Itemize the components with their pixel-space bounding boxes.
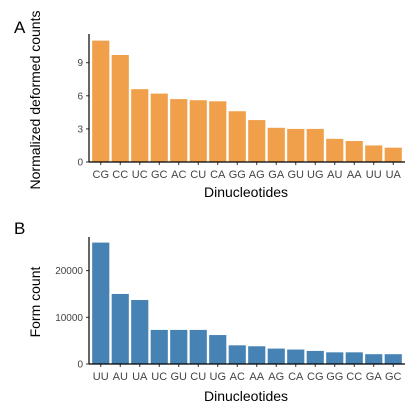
panel-b-bars xyxy=(92,242,402,364)
panel-a-x-tick-label: UA xyxy=(386,169,402,181)
panel-b-x-tick-label: GU xyxy=(171,371,188,383)
panel-a-x-tick-label: GU xyxy=(288,169,305,181)
panel-a-bar-ac xyxy=(170,99,188,162)
panel-b-x-tick-label: CA xyxy=(288,371,304,383)
panel-b-x-tick-label: AG xyxy=(268,371,284,383)
panel-b-y-tick-label: 20000 xyxy=(55,266,83,277)
panel-b-bar-gu xyxy=(170,329,188,364)
panel-a-y-tick-label: 0 xyxy=(77,158,83,169)
panel-b: B Form count Dinucleotides 0 10000 20000 U… xyxy=(14,219,405,404)
panel-a-x-tick-label: AC xyxy=(171,169,186,181)
panel-b-bar-ga xyxy=(365,354,383,364)
panel-a-x-tick-label: CA xyxy=(210,169,226,181)
panel-b-bar-ag xyxy=(267,348,285,364)
panel-a-y-tick-label: 9 xyxy=(77,58,83,69)
panel-a-bar-gc xyxy=(150,93,168,162)
panel-b-bar-ca xyxy=(287,349,305,364)
panel-a-y-ticks: 0 3 6 9 xyxy=(77,58,89,169)
panel-b-x-tick-label: UU xyxy=(93,371,109,383)
panel-b-y-tick-label: 10000 xyxy=(55,313,83,324)
panel-b-bar-cg xyxy=(306,350,324,364)
panel-b-x-tick-label: CU xyxy=(190,371,206,383)
panel-b-x-tick-label: GC xyxy=(385,371,402,383)
panel-a-x-tick-label: AG xyxy=(249,169,265,181)
panel-a-bar-ug xyxy=(306,128,324,162)
panel-a-x-tick-label: UG xyxy=(307,169,324,181)
panel-a-y-tick-label: 6 xyxy=(77,91,83,102)
panel-b-x-tick-label: CG xyxy=(307,371,324,383)
panel-a-bar-cc xyxy=(111,54,129,162)
panel-a: A Normalized deformed counts Dinucleotid… xyxy=(14,11,405,200)
panel-a-x-tick-label: GC xyxy=(151,169,168,181)
panel-a-x-tick-label: GG xyxy=(229,169,246,181)
panel-b-x-tick-label: UA xyxy=(132,371,148,383)
panel-b-bar-ac xyxy=(228,345,246,364)
panel-a-bar-cg xyxy=(92,40,110,163)
panel-b-x-tick-label: AA xyxy=(249,371,264,383)
panel-b-bar-gc xyxy=(384,354,402,364)
panel-b-bar-aa xyxy=(248,346,266,364)
panel-a-x-axis-title: Dinucleotides xyxy=(204,184,288,200)
panel-b-x-axis-title: Dinucleotides xyxy=(204,388,288,404)
panel-b-x-tick-label: GA xyxy=(366,371,383,383)
panel-b-x-tick-label: AU xyxy=(113,371,128,383)
panel-a-x-ticks: CG CC UC GC AC CU CA GG AG GA GU UG AU AA UU UA xyxy=(93,162,402,181)
panel-a-bar-gg xyxy=(228,111,246,162)
panel-a-x-tick-label: UU xyxy=(366,169,382,181)
panel-b-x-ticks: UU AU UA UC GU CU UG AC AA AG CA CG GG CC GA GC xyxy=(93,364,402,383)
panel-a-bar-ag xyxy=(248,120,266,162)
panel-b-bar-ua xyxy=(131,300,149,364)
panel-b-x-tick-label: UG xyxy=(210,371,227,383)
panel-b-letter: B xyxy=(14,219,25,238)
panel-a-x-tick-label: UC xyxy=(132,169,148,181)
panel-b-y-ticks: 0 10000 20000 xyxy=(55,266,89,371)
panel-b-x-tick-label: GG xyxy=(326,371,343,383)
panel-a-bar-uc xyxy=(131,89,149,162)
panel-b-x-tick-label: AC xyxy=(230,371,245,383)
panel-a-x-tick-label: CU xyxy=(190,169,206,181)
panel-b-y-axis-title: Form count xyxy=(27,266,43,337)
panel-a-bar-ua xyxy=(384,147,402,162)
panel-b-x-tick-label: CC xyxy=(346,371,362,383)
panel-a-bar-aa xyxy=(345,141,363,162)
panel-b-x-tick-label: UC xyxy=(151,371,167,383)
panel-b-bar-uc xyxy=(150,329,168,364)
panel-b-bar-gg xyxy=(326,352,344,364)
panel-a-bars xyxy=(92,40,402,163)
panel-a-bar-au xyxy=(326,138,344,162)
panel-a-y-axis-title: Normalized deformed counts xyxy=(27,11,43,190)
panel-a-bar-gu xyxy=(287,128,305,162)
panel-b-bar-cu xyxy=(189,329,207,364)
panel-a-x-tick-label: AA xyxy=(347,169,362,181)
panel-a-bar-ga xyxy=(267,127,285,162)
panel-b-bar-ug xyxy=(209,335,227,364)
panel-a-x-tick-label: AU xyxy=(327,169,342,181)
panel-a-y-tick-label: 3 xyxy=(77,124,83,135)
panel-a-bar-ca xyxy=(209,101,227,162)
panel-a-bar-cu xyxy=(189,100,207,162)
panel-a-x-tick-label: CC xyxy=(112,169,128,181)
panel-b-bar-uu xyxy=(92,242,110,364)
panel-b-bar-cc xyxy=(345,352,363,364)
panel-a-x-tick-label: CG xyxy=(93,169,110,181)
panel-a-x-tick-label: GA xyxy=(268,169,285,181)
panel-b-y-tick-label: 0 xyxy=(77,360,83,371)
panel-a-letter: A xyxy=(14,18,26,37)
panel-a-bar-uu xyxy=(365,145,383,162)
panel-b-bar-au xyxy=(111,293,129,364)
